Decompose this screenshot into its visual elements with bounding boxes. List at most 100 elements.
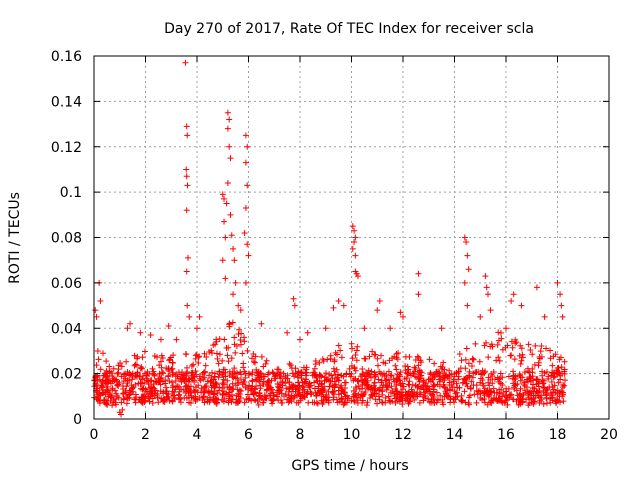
- data-point: [346, 370, 353, 377]
- data-point: [358, 391, 365, 398]
- data-point: [211, 384, 218, 391]
- data-point: [165, 365, 172, 372]
- data-point: [375, 393, 382, 400]
- data-point: [505, 385, 512, 392]
- data-point: [403, 393, 410, 400]
- data-point: [427, 369, 434, 376]
- data-point: [351, 391, 358, 398]
- data-point: [286, 360, 293, 367]
- data-point: [224, 383, 231, 390]
- data-point: [475, 368, 482, 375]
- data-point: [166, 356, 173, 363]
- data-point: [294, 374, 301, 381]
- data-point: [369, 348, 376, 355]
- data-point: [349, 223, 356, 230]
- data-point: [403, 374, 410, 381]
- data-point: [519, 351, 526, 358]
- data-point: [378, 352, 385, 359]
- data-point: [406, 398, 413, 405]
- data-point: [495, 396, 502, 403]
- data-point: [543, 392, 550, 399]
- data-point: [227, 211, 234, 218]
- data-point: [334, 371, 341, 378]
- data-point: [458, 398, 465, 405]
- data-point: [160, 388, 167, 395]
- data-point: [355, 383, 362, 390]
- data-point: [543, 387, 550, 394]
- data-point: [466, 368, 473, 375]
- data-point: [446, 393, 453, 400]
- y-tick-label: 0.16: [51, 49, 82, 65]
- data-point: [489, 380, 496, 387]
- data-point: [129, 388, 136, 395]
- data-point: [360, 379, 367, 386]
- data-point: [481, 369, 488, 376]
- data-point: [532, 342, 539, 349]
- data-point: [313, 392, 320, 399]
- data-point: [230, 291, 237, 298]
- data-point: [525, 402, 532, 409]
- data-point: [429, 392, 436, 399]
- data-point: [301, 379, 308, 386]
- data-point: [222, 275, 229, 282]
- data-point: [391, 390, 398, 397]
- data-point: [496, 357, 503, 364]
- data-point: [488, 399, 495, 406]
- data-point: [382, 399, 389, 406]
- data-point: [250, 350, 257, 357]
- data-point: [562, 377, 569, 384]
- data-point: [249, 369, 256, 376]
- y-tick-label: 0.02: [51, 367, 82, 383]
- data-point: [531, 398, 538, 405]
- data-point: [241, 229, 248, 236]
- data-point: [507, 352, 514, 359]
- data-point: [151, 372, 158, 379]
- x-tick-label: 16: [497, 427, 515, 443]
- data-point: [240, 360, 247, 367]
- data-point: [521, 387, 528, 394]
- data-point: [185, 387, 192, 394]
- data-point: [333, 396, 340, 403]
- data-point: [516, 352, 523, 359]
- data-point: [127, 387, 134, 394]
- data-point: [183, 395, 190, 402]
- data-point: [165, 373, 172, 380]
- data-point: [363, 402, 370, 409]
- data-point: [397, 309, 404, 316]
- data-point: [157, 336, 164, 343]
- data-point: [516, 372, 523, 379]
- data-point: [144, 377, 151, 384]
- data-point: [318, 387, 325, 394]
- data-point: [241, 338, 248, 345]
- data-point: [170, 352, 177, 359]
- data-point: [420, 379, 427, 386]
- data-point: [93, 373, 100, 380]
- data-point: [158, 374, 165, 381]
- data-point: [398, 389, 405, 396]
- data-point: [510, 291, 517, 298]
- data-point: [102, 391, 109, 398]
- data-point: [298, 395, 305, 402]
- data-point: [186, 399, 193, 406]
- data-point: [279, 379, 286, 386]
- data-point: [481, 385, 488, 392]
- data-point: [461, 376, 468, 383]
- data-point: [379, 384, 386, 391]
- data-point: [301, 394, 308, 401]
- data-point: [297, 336, 303, 343]
- data-point: [533, 375, 540, 382]
- data-point: [108, 392, 115, 399]
- data-point: [554, 279, 561, 286]
- data-point: [354, 343, 361, 350]
- data-point: [491, 389, 498, 396]
- data-point: [242, 132, 249, 139]
- data-point: [95, 356, 102, 363]
- data-point: [97, 366, 104, 373]
- data-point: [479, 380, 486, 387]
- data-point: [351, 227, 358, 234]
- data-point: [535, 393, 542, 400]
- data-point: [183, 268, 190, 275]
- data-point: [465, 394, 472, 401]
- data-point: [169, 371, 176, 378]
- data-point: [242, 159, 249, 166]
